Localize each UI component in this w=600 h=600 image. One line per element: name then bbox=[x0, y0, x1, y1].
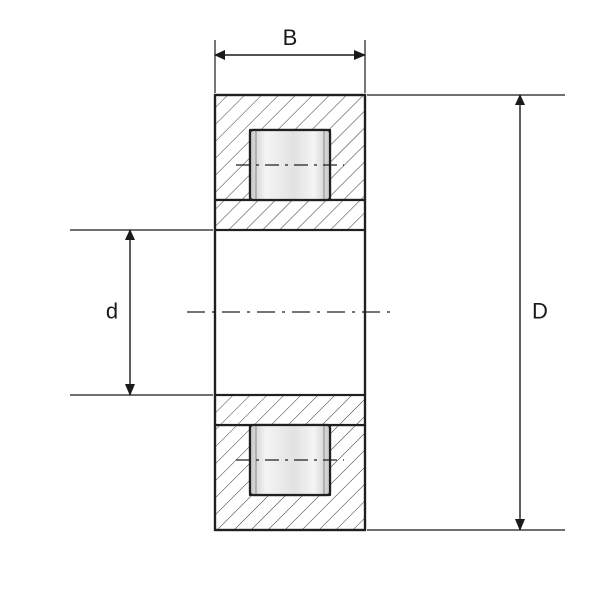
dimension-label-width: B bbox=[283, 25, 298, 50]
bearing-section-diagram: Bd D bbox=[0, 0, 600, 600]
dimension-label-outer: D bbox=[532, 298, 548, 323]
dimension-label-bore: d bbox=[106, 298, 118, 323]
